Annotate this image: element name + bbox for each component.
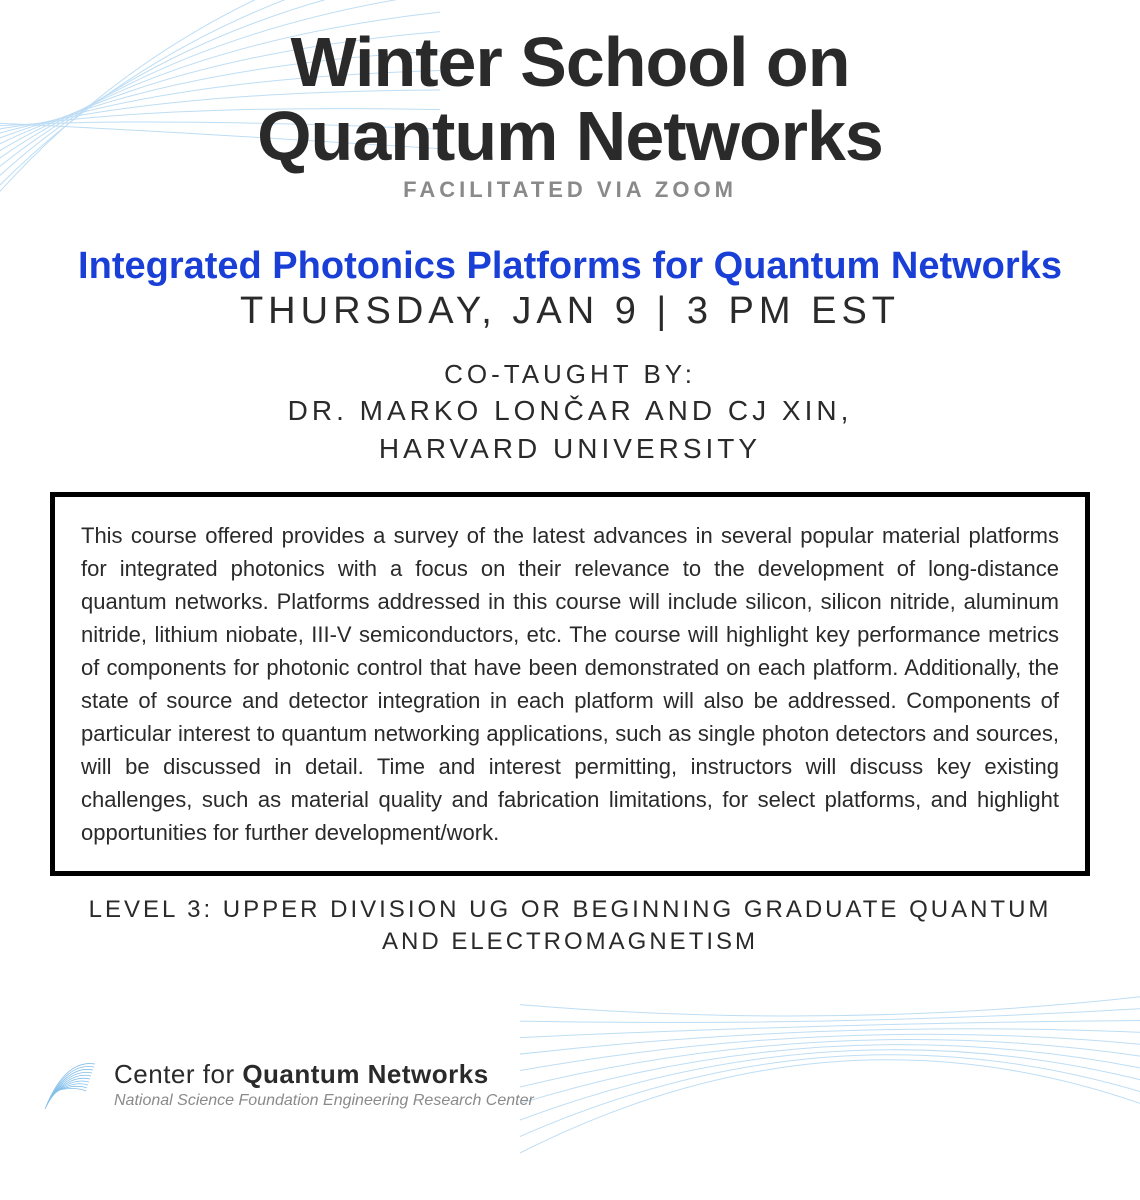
org-bold: Quantum Networks — [242, 1059, 488, 1089]
description-text: This course offered provides a survey of… — [81, 519, 1059, 849]
instructors-line-2: HARVARD UNIVERSITY — [379, 433, 761, 464]
session-title: Integrated Photonics Platforms for Quant… — [50, 245, 1090, 288]
org-prefix: Center for — [114, 1059, 242, 1089]
org-subtitle: National Science Foundation Engineering … — [114, 1092, 534, 1110]
level-text: LEVEL 3: UPPER DIVISION UG OR BEGINNING … — [50, 894, 1090, 959]
description-box: This course offered provides a survey of… — [50, 492, 1090, 876]
title-line-2: Quantum Networks — [257, 97, 883, 175]
footer: Center for Quantum Networks National Sci… — [40, 1054, 534, 1114]
org-name: Center for Quantum Networks — [114, 1059, 534, 1090]
facilitated-label: FACILITATED VIA ZOOM — [50, 177, 1090, 203]
instructors-line-1: DR. MARKO LONČAR AND CJ XIN, — [288, 395, 853, 426]
instructors: DR. MARKO LONČAR AND CJ XIN, HARVARD UNI… — [50, 392, 1090, 468]
footer-text: Center for Quantum Networks National Sci… — [114, 1059, 534, 1110]
logo-icon — [40, 1054, 100, 1114]
main-title: Winter School on Quantum Networks — [50, 26, 1090, 173]
session-datetime: THURSDAY, JAN 9 | 3 PM EST — [50, 290, 1090, 333]
title-line-1: Winter School on — [291, 23, 850, 101]
cotaught-label: CO-TAUGHT BY: — [50, 359, 1090, 390]
